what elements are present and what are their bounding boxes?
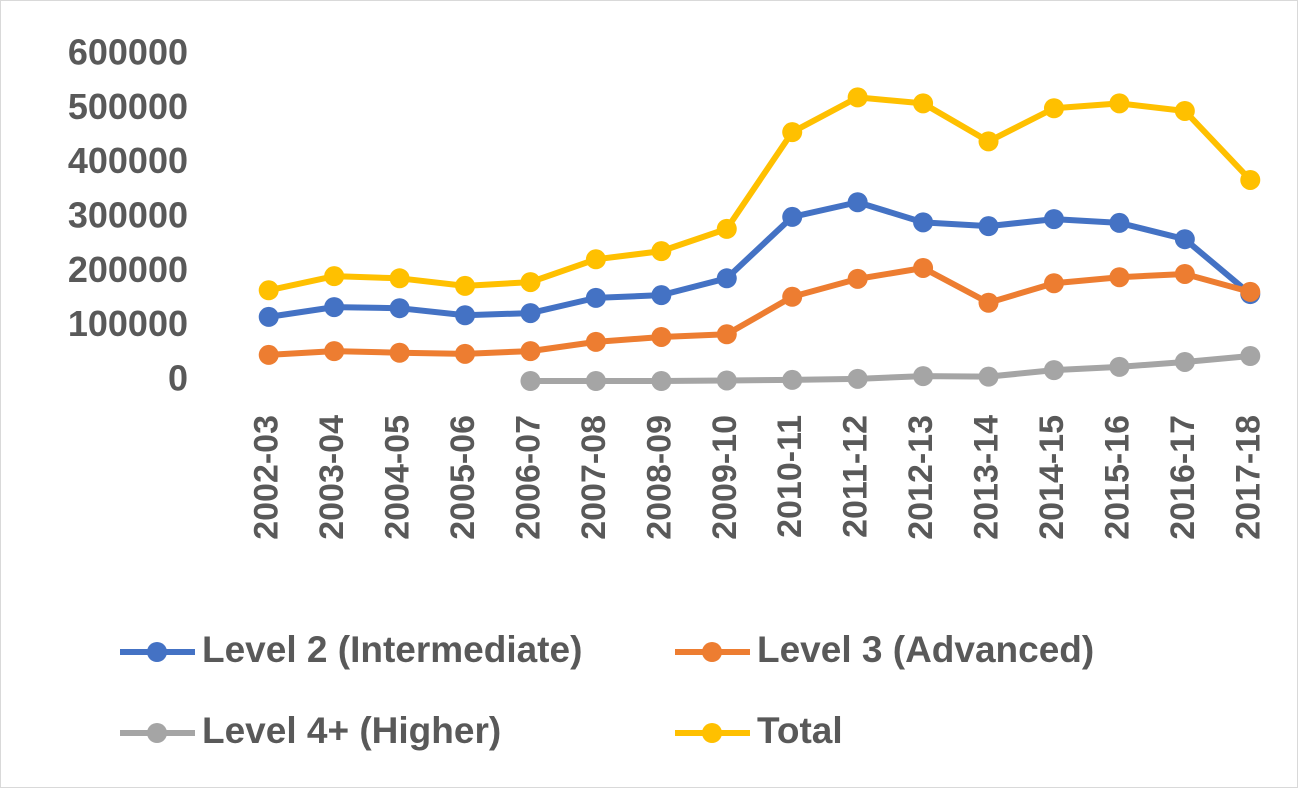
data-point	[1240, 281, 1261, 302]
data-point	[1043, 209, 1064, 230]
data-point	[389, 268, 410, 289]
legend-marker	[147, 642, 167, 662]
data-point	[716, 268, 737, 289]
x-tick-label: 2010-11	[771, 415, 809, 538]
data-point	[1109, 212, 1130, 233]
legend-label: Level 2 (Intermediate)	[202, 629, 582, 670]
data-point	[1240, 169, 1261, 190]
data-point	[1043, 273, 1064, 294]
data-point	[782, 122, 803, 143]
x-tick-label: 2008-09	[640, 415, 678, 540]
series-line	[530, 353, 1251, 384]
x-tick-label: 2006-07	[509, 415, 547, 540]
data-point	[978, 366, 999, 387]
data-point	[1174, 351, 1195, 372]
data-point	[455, 343, 476, 364]
data-point	[716, 324, 737, 345]
data-point	[782, 206, 803, 227]
data-point	[913, 366, 934, 387]
y-tick-label: 300000	[68, 195, 188, 236]
data-point	[324, 266, 345, 287]
data-point	[585, 371, 606, 391]
x-tick-label: 2015-16	[1098, 415, 1136, 540]
data-point	[1109, 267, 1130, 288]
data-point	[913, 257, 934, 278]
data-point	[978, 131, 999, 152]
data-point	[389, 298, 410, 319]
x-tick-label: 2012-13	[902, 415, 940, 540]
data-point	[847, 268, 868, 289]
data-point	[1174, 100, 1195, 121]
data-point	[324, 341, 345, 362]
legend-label: Level 4+ (Higher)	[202, 710, 501, 751]
x-tick-label: 2014-15	[1033, 415, 1071, 540]
data-point	[455, 305, 476, 326]
data-point	[716, 370, 737, 391]
data-point	[455, 275, 476, 296]
data-point	[978, 216, 999, 237]
data-point	[847, 368, 868, 389]
data-point	[782, 369, 803, 390]
x-tick-label: 2002-03	[248, 415, 286, 540]
x-tick-label: 2004-05	[379, 415, 417, 540]
data-point	[651, 285, 672, 306]
y-tick-label: 500000	[68, 86, 188, 127]
y-tick-label: 600000	[68, 32, 188, 73]
data-point	[847, 87, 868, 108]
data-point	[782, 286, 803, 307]
x-tick-label: 2016-17	[1164, 415, 1202, 540]
x-tick-label: 2003-04	[313, 415, 351, 540]
data-point	[913, 212, 934, 233]
data-point	[1109, 93, 1130, 114]
y-tick-label: 400000	[68, 140, 188, 181]
data-point	[913, 93, 934, 114]
legend-marker	[702, 723, 722, 743]
y-tick-label: 0	[168, 358, 188, 399]
data-point	[978, 292, 999, 313]
data-point	[716, 218, 737, 239]
legend-marker	[147, 723, 167, 743]
data-point	[520, 341, 541, 362]
data-point	[585, 331, 606, 352]
data-point	[1240, 346, 1261, 367]
data-point	[1043, 98, 1064, 119]
data-point	[258, 280, 279, 301]
x-tick-label: 2017-18	[1229, 415, 1267, 540]
x-tick-label: 2007-08	[575, 415, 613, 540]
x-tick-label: 2009-10	[706, 415, 744, 540]
data-point	[847, 192, 868, 213]
series-line	[268, 264, 1252, 358]
data-point	[389, 342, 410, 363]
data-point	[258, 344, 279, 365]
data-point	[324, 297, 345, 318]
x-tick-label: 2011-12	[837, 415, 875, 538]
legend-label: Total	[757, 710, 843, 751]
data-point	[585, 287, 606, 308]
y-tick-label: 200000	[68, 249, 188, 290]
data-point	[651, 371, 672, 391]
data-point	[651, 326, 672, 347]
data-point	[585, 249, 606, 270]
data-point	[1174, 229, 1195, 250]
y-tick-label: 100000	[68, 303, 188, 344]
data-point	[1109, 356, 1130, 377]
legend-label: Level 3 (Advanced)	[757, 629, 1094, 670]
data-point	[1043, 360, 1064, 381]
data-point	[258, 306, 279, 327]
x-tick-label: 2005-06	[444, 415, 482, 540]
series-line	[268, 199, 1253, 320]
data-point	[1174, 263, 1195, 284]
legend-marker	[702, 642, 722, 662]
data-point	[520, 371, 541, 391]
data-point	[520, 303, 541, 324]
series-line	[268, 94, 1253, 294]
x-tick-label: 2013-14	[968, 415, 1006, 540]
data-point	[520, 272, 541, 293]
data-point	[651, 241, 672, 262]
